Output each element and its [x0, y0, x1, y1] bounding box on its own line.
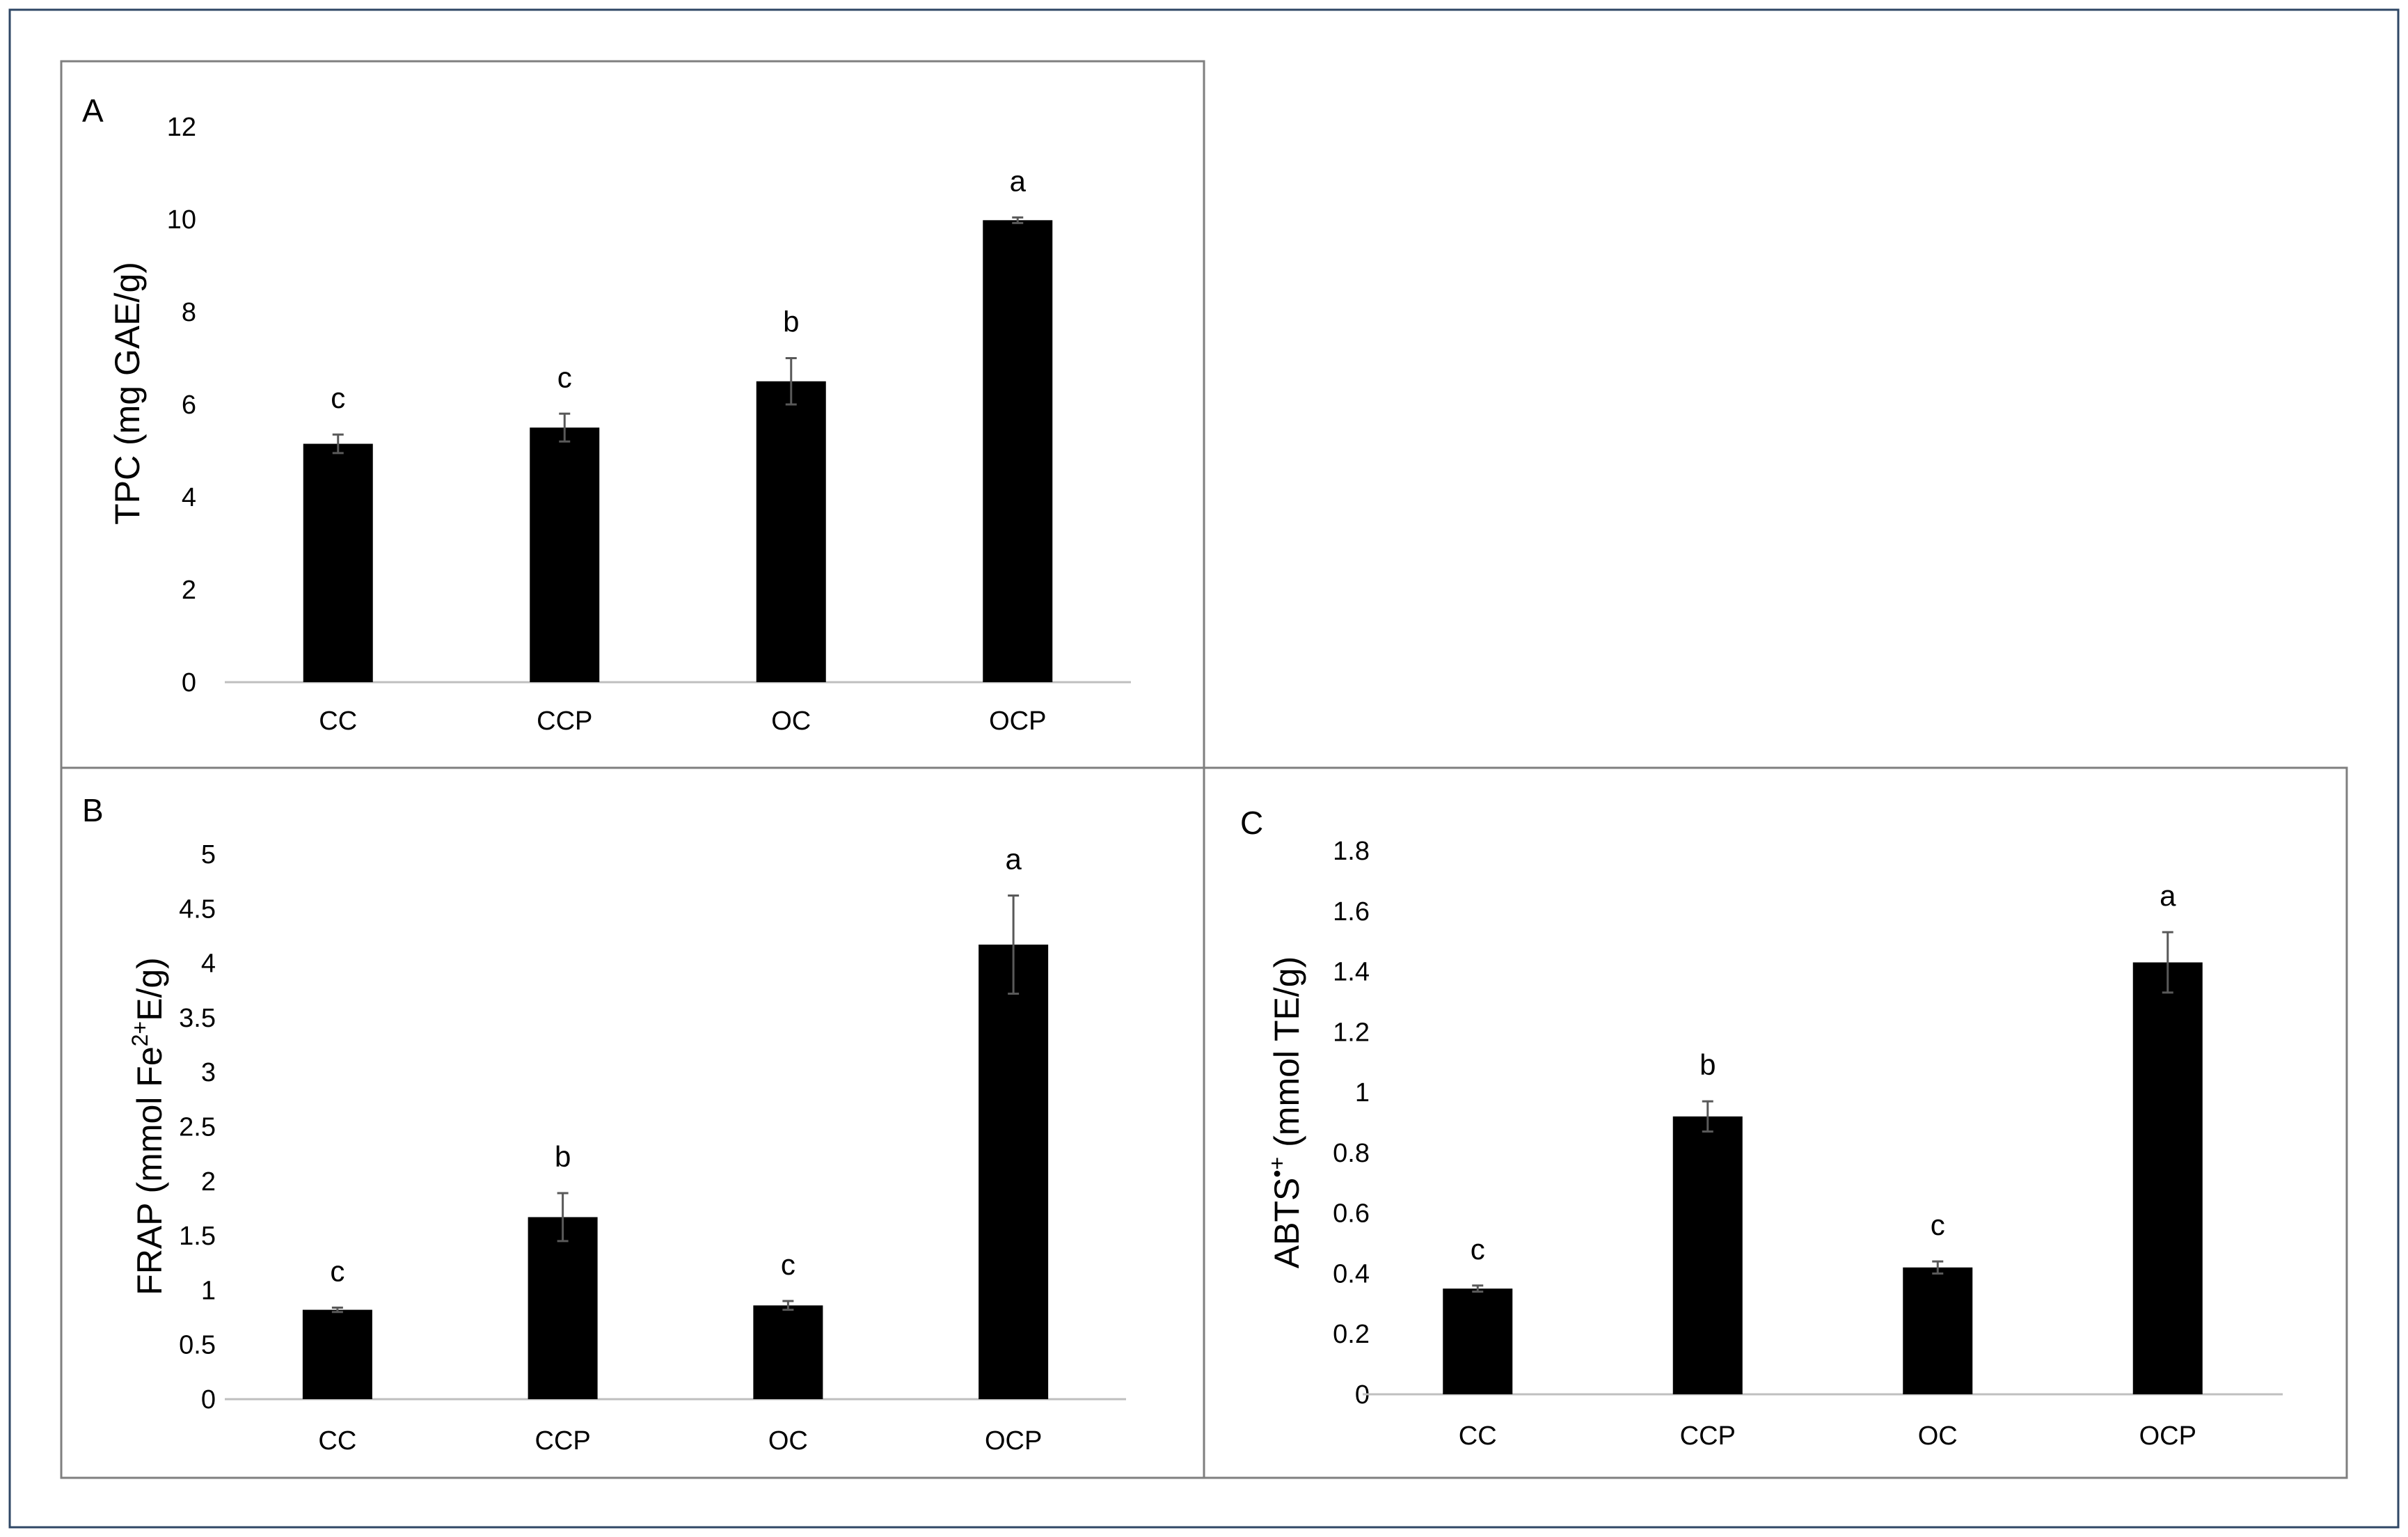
panel-a-significance-label: c [331, 381, 345, 414]
panel-c-error-bar-cc [1472, 1284, 1484, 1293]
panel-c-ytick-label: 0.6 [1333, 1199, 1370, 1229]
panel-b-error-bar-oc [782, 1300, 794, 1311]
panel-b-category-label: OCP [985, 1426, 1042, 1456]
panel-b-ytick-label: 1 [201, 1276, 216, 1305]
panel-c-ytick-label: 1.6 [1333, 897, 1370, 927]
panel-a-significance-label: a [1010, 164, 1027, 197]
panel-c-significance-label: b [1700, 1048, 1716, 1081]
panel-c-label: C [1240, 805, 1263, 841]
panel-b-significance-label: c [330, 1254, 344, 1287]
panel-b-ylabel-tail: E/g) [130, 957, 169, 1021]
panel-b-ytick-label: 1.5 [179, 1222, 216, 1251]
panel-c-significance-label: c [1931, 1208, 1945, 1241]
panel-b: B FRAP (mmol Fe2+E/g) 0 0.5 1 1.5 2 2.5 3 3.5 4 4… [60, 766, 1205, 1479]
panel-b-bar-ocp [979, 944, 1049, 1399]
panel-c-ytick-label: 0.8 [1333, 1139, 1370, 1168]
panel-c-error-bar-ocp [2162, 931, 2173, 994]
panel-c: C ABTS•+ (mmol TE/g) 0 0.2 0.4 0.6 0.8 1 1.2 1.… [1203, 766, 2348, 1479]
panel-a-category-label: CCP [537, 707, 592, 736]
panel-b-bar-ccp [528, 1217, 598, 1399]
panel-a-bar-ocp [983, 220, 1053, 683]
panel-b-ytick-label: 3 [201, 1058, 216, 1087]
panel-b-plot: 0 0.5 1 1.5 2 2.5 3 3.5 4 4.5 5 c CC b CCP c OC a OCP [179, 840, 1126, 1456]
panel-c-bar-oc [1903, 1267, 1973, 1394]
panel-b-ylabel-main: FRAP (mmol Fe [130, 1046, 169, 1295]
panel-c-ylabel: ABTS•+ (mmol TE/g) [1265, 956, 1306, 1268]
panel-a-error-bar-oc [785, 357, 797, 406]
panel-a-plot: 0 2 4 6 8 10 12 c CC c CCP b OC a OCP [167, 113, 1131, 736]
panel-a-ytick-label: 10 [167, 205, 196, 235]
panel-b-category-label: CC [318, 1426, 356, 1456]
panel-b-ytick-label: 4 [201, 949, 216, 979]
panel-c-ytick-label: 0 [1355, 1380, 1370, 1410]
panel-b-ytick-label: 3.5 [179, 1004, 216, 1033]
panel-c-ytick-label: 1 [1355, 1078, 1370, 1108]
panel-c-ytick-label: 0.4 [1333, 1259, 1370, 1288]
panel-c-error-bar-ccp [1702, 1100, 1713, 1133]
panel-b-ytick-label: 4.5 [179, 894, 216, 924]
panel-a-ytick-label: 6 [182, 391, 196, 420]
panel-c-significance-label: c [1471, 1233, 1485, 1266]
panel-a: A TPC (mg GAE/g) 0 2 4 6 8 10 12 c CC c CCP b OC a OCP [60, 60, 1205, 769]
panel-a-ytick-label: 2 [182, 576, 196, 605]
panel-a-significance-label: b [783, 306, 799, 338]
panel-c-error-bar-oc [1932, 1260, 1944, 1275]
panel-b-ytick-label: 2.5 [179, 1113, 216, 1142]
panel-a-category-label: OC [771, 707, 811, 736]
panel-a-ytick-label: 8 [182, 298, 196, 327]
panel-a-bar-cc [303, 443, 373, 682]
panel-a-bar-ccp [530, 427, 600, 682]
panel-b-ytick-label: 0.5 [179, 1331, 216, 1360]
panel-b-significance-label: c [781, 1248, 795, 1281]
panel-c-plot: 0 0.2 0.4 0.6 0.8 1 1.2 1.4 1.6 1.8 c CC b CCP c OC a OCP [1333, 837, 2283, 1451]
panel-c-category-label: CC [1459, 1421, 1497, 1451]
panel-c-ytick-label: 1.4 [1333, 958, 1370, 987]
panel-b-error-bar-ocp [1008, 894, 1020, 995]
panel-c-bar-ocp [2132, 962, 2203, 1394]
panel-b-significance-label: b [555, 1140, 571, 1173]
panel-c-ylabel-main: ABTS [1267, 1178, 1306, 1269]
panel-c-significance-label: a [2160, 879, 2176, 912]
panel-b-category-label: CCP [535, 1426, 591, 1456]
panel-b-bar-cc [302, 1309, 372, 1399]
panel-c-frame [1203, 766, 2348, 1479]
panel-c-ytick-label: 0.2 [1333, 1320, 1370, 1349]
panel-b-ylabel-superscript: 2+ [127, 1021, 152, 1046]
panel-a-label: A [82, 93, 104, 129]
panel-a-ytick-label: 0 [182, 668, 196, 697]
panel-b-error-bar-cc [331, 1306, 343, 1314]
panel-c-bar-cc [1443, 1288, 1513, 1394]
panel-b-significance-label: a [1005, 843, 1022, 876]
panel-a-bar-oc [756, 381, 826, 682]
panel-c-ytick-label: 1.2 [1333, 1018, 1370, 1047]
panel-c-category-label: CCP [1680, 1421, 1736, 1451]
panel-b-bar-oc [753, 1305, 823, 1399]
panel-a-ylabel: TPC (mg GAE/g) [108, 262, 147, 525]
panel-a-category-label: OCP [989, 707, 1046, 736]
panel-b-ylabel: FRAP (mmol Fe2+E/g) [127, 957, 169, 1295]
panel-a-ytick-label: 4 [182, 483, 196, 512]
panel-b-ytick-label: 2 [201, 1167, 216, 1197]
panel-a-error-bar-cc [332, 433, 344, 455]
panel-b-ytick-label: 0 [201, 1385, 216, 1414]
panel-c-ytick-label: 1.8 [1333, 837, 1370, 866]
panel-c-ylabel-tail: (mmol TE/g) [1267, 956, 1306, 1157]
panel-b-category-label: OC [768, 1426, 808, 1456]
panel-c-bar-ccp [1672, 1116, 1743, 1394]
panel-a-error-bar-ccp [559, 412, 571, 443]
panel-b-ytick-label: 5 [201, 840, 216, 869]
panel-b-label: B [82, 792, 104, 828]
panel-b-error-bar-ccp [557, 1192, 569, 1243]
panel-a-ytick-label: 12 [167, 113, 196, 142]
panel-c-category-label: OCP [2139, 1421, 2196, 1451]
panel-a-category-label: CC [319, 707, 357, 736]
panel-a-significance-label: c [557, 361, 572, 393]
panel-a-error-bar-ocp [1012, 216, 1024, 224]
panel-c-ylabel-superscript: •+ [1265, 1157, 1290, 1178]
panel-c-category-label: OC [1918, 1421, 1958, 1451]
